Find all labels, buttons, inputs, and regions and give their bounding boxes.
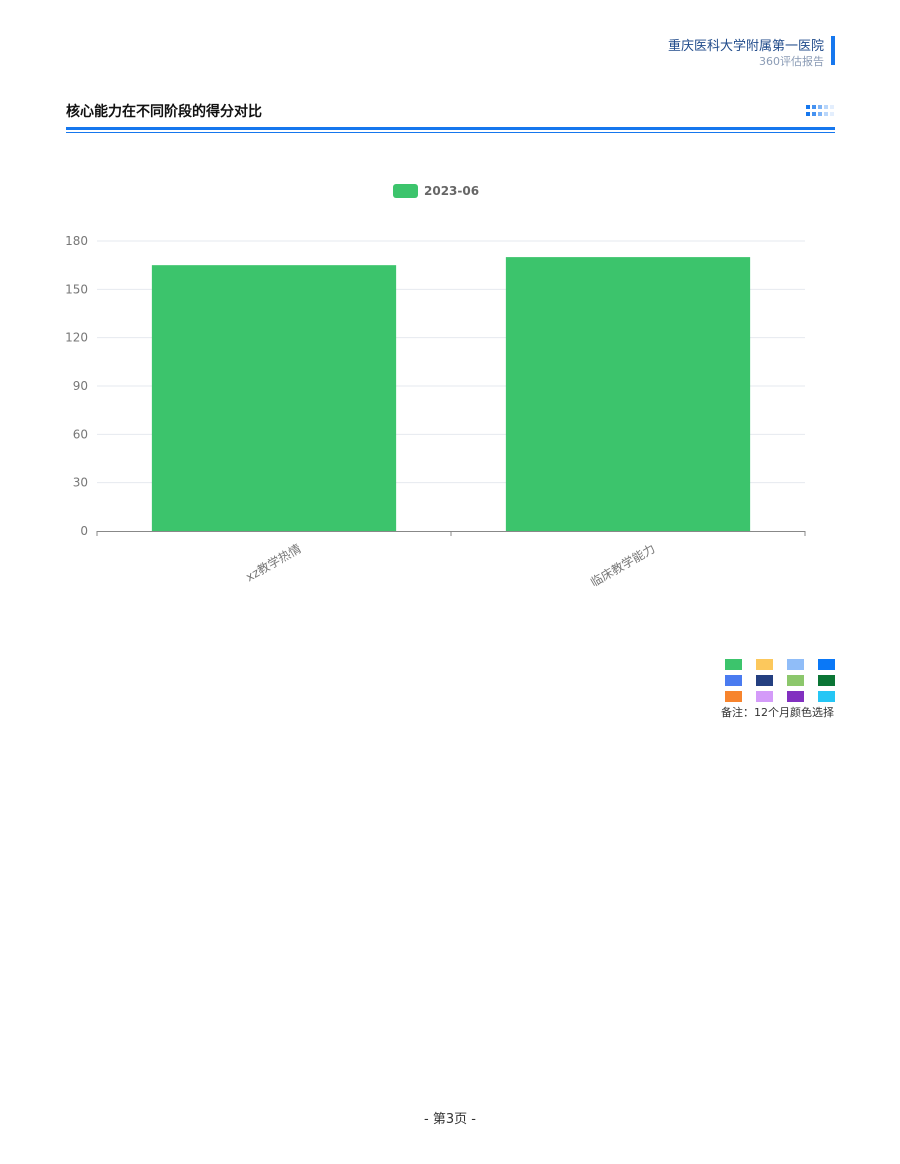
palette-swatch [756, 659, 773, 670]
y-tick-label: 150 [65, 282, 88, 296]
y-tick-label: 120 [65, 331, 88, 345]
section-divider [66, 127, 835, 130]
palette-swatch [818, 691, 835, 702]
header-accent-bar [831, 36, 835, 65]
palette-note: 备注：12个月颜色选择 [721, 706, 834, 719]
y-tick-label: 30 [73, 476, 88, 490]
palette-swatch [787, 675, 804, 686]
y-tick-label: 180 [65, 234, 88, 248]
bar [151, 265, 397, 531]
color-palette [725, 659, 835, 702]
y-tick-label: 0 [80, 524, 88, 538]
dots-grid-icon [806, 105, 834, 116]
section-title: 核心能力在不同阶段的得分对比 [66, 104, 262, 120]
bar-chart: 0 30 60 90 120 150 180 xz教学热情 临床教学能力 2023-06 [65, 184, 806, 590]
report-subtitle: 360评估报告 [759, 55, 824, 68]
palette-swatch [818, 659, 835, 670]
palette-swatch [756, 675, 773, 686]
palette-swatch [756, 691, 773, 702]
palette-swatch [725, 691, 742, 702]
palette-swatch [818, 675, 835, 686]
legend-label: 2023-06 [424, 184, 479, 198]
x-tick-label: xz教学热情 [243, 541, 304, 585]
y-tick-label: 60 [73, 427, 88, 441]
page-number: - 第3页 - [424, 1112, 476, 1127]
palette-swatch [787, 691, 804, 702]
section-divider-thin [66, 132, 835, 133]
y-tick-label: 90 [73, 379, 88, 393]
palette-swatch [787, 659, 804, 670]
palette-swatch [725, 659, 742, 670]
hospital-name: 重庆医科大学附属第一医院 [667, 39, 824, 54]
bar [505, 257, 751, 531]
palette-swatch [725, 675, 742, 686]
legend-swatch [393, 184, 418, 198]
x-tick-label: 临床教学能力 [588, 541, 658, 590]
